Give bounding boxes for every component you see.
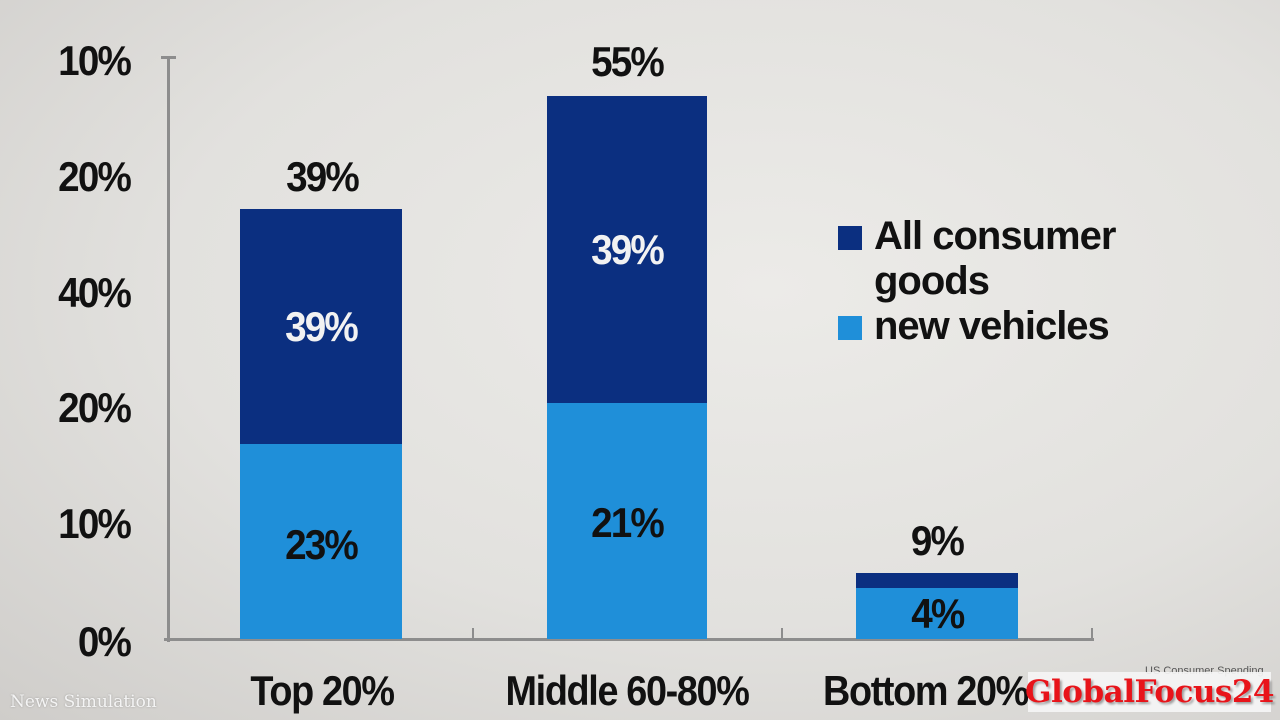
x-category-label: Middle 60-80%	[505, 667, 750, 714]
legend-swatch-icon	[838, 226, 862, 250]
x-category-label: Bottom 20%	[823, 667, 1029, 714]
y-tick-label: 20%	[58, 153, 132, 200]
y-tick-label: 0%	[77, 618, 132, 665]
x-axis-tick	[472, 628, 474, 639]
y-tick-label: 40%	[58, 269, 132, 316]
bar-segment-new-vehicles: 4%	[856, 588, 1018, 639]
bar-segment-new-vehicles: 21%	[547, 403, 707, 639]
segment-label: 39%	[591, 226, 665, 273]
legend-item-all-consumer-goods: All consumer goods	[838, 214, 1134, 304]
legend-label: All consumer goods	[874, 214, 1116, 303]
x-axis-line	[164, 638, 1094, 641]
bar-segment-new-vehicles: 23%	[240, 444, 402, 639]
legend-swatch-icon	[838, 316, 862, 340]
segment-label: 4%	[910, 589, 965, 637]
brand-logo: GlobalFocus24	[1025, 672, 1274, 712]
x-axis-tick	[781, 628, 783, 639]
bar-bottom-20: 4%	[856, 573, 1018, 639]
segment-label: 21%	[591, 499, 665, 546]
y-tick-label: 10%	[58, 500, 132, 547]
bar-total-label: 39%	[286, 153, 360, 200]
legend-item-new-vehicles: new vehicles	[838, 304, 1134, 349]
y-axis-line	[167, 57, 170, 642]
bar-middle-60-80: 39% 21%	[547, 96, 707, 639]
bar-segment-all-consumer-goods: 39%	[547, 96, 707, 403]
x-axis-tick	[1091, 628, 1093, 639]
bar-segment-all-consumer-goods	[856, 573, 1018, 588]
y-tick-label: 10%	[58, 37, 132, 84]
segment-label: 23%	[285, 520, 359, 568]
bar-total-label: 55%	[591, 38, 665, 85]
x-category-label: Top 20%	[250, 667, 395, 714]
y-tick-label: 20%	[58, 384, 132, 431]
segment-label: 39%	[285, 302, 359, 350]
legend: All consumer goods new vehicles	[838, 214, 1134, 349]
bar-total-label: 9%	[910, 517, 965, 564]
legend-label: new vehicles	[874, 304, 1110, 348]
watermark-text: News Simulation	[10, 692, 157, 712]
bar-top-20: 39% 23%	[240, 209, 402, 639]
bar-segment-all-consumer-goods: 39%	[240, 209, 402, 444]
y-axis-cap	[161, 56, 176, 59]
